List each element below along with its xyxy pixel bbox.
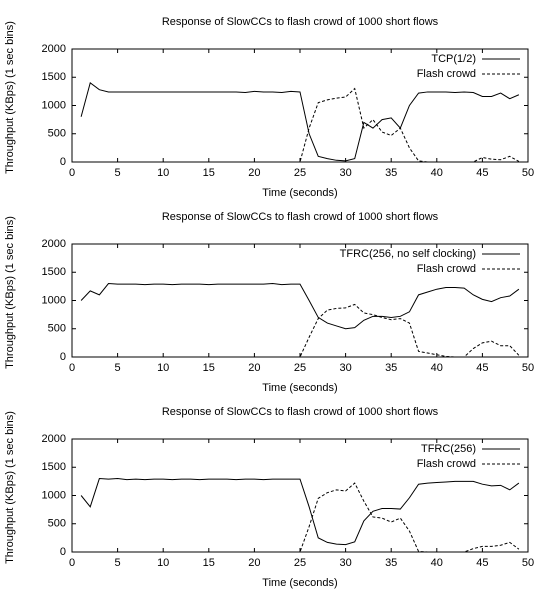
y-tick-label: 1000 <box>42 99 66 111</box>
x-tick-label: 0 <box>69 557 75 569</box>
series-line <box>80 283 520 330</box>
x-tick-label: 5 <box>115 167 121 179</box>
y-tick-label: 1000 <box>42 489 66 501</box>
x-tick-label: 20 <box>248 167 260 179</box>
legend-label: TFRC(256) <box>421 443 476 455</box>
chart-title: Response of SlowCCs to flash crowd of 10… <box>162 16 439 28</box>
y-tick-label: 0 <box>60 156 66 168</box>
chart-title: Response of SlowCCs to flash crowd of 10… <box>162 211 439 223</box>
y-tick-label: 500 <box>48 323 66 335</box>
series-line <box>80 478 520 546</box>
x-tick-label: 50 <box>522 557 534 569</box>
x-tick-label: 30 <box>339 557 351 569</box>
x-tick-label: 5 <box>115 557 121 569</box>
x-tick-label: 5 <box>115 362 121 374</box>
x-tick-label: 15 <box>203 167 215 179</box>
x-tick-label: 10 <box>157 362 169 374</box>
x-tick-label: 30 <box>339 362 351 374</box>
x-axis-label: Time (seconds) <box>262 577 337 589</box>
x-tick-label: 40 <box>431 362 443 374</box>
y-tick-label: 1500 <box>42 71 66 83</box>
y-axis-label: Throughput (KBps) (1 sec bins) <box>4 216 16 369</box>
plot-frame <box>71 48 529 163</box>
x-tick-label: 35 <box>385 167 397 179</box>
x-tick-label: 45 <box>476 362 488 374</box>
x-axis-label: Time (seconds) <box>262 187 337 199</box>
series-line <box>81 482 520 553</box>
y-axis-label: Throughput (KBps) (1 sec bins) <box>4 411 16 564</box>
legend-label: TCP(1/2) <box>431 53 476 65</box>
x-axis-label: Time (seconds) <box>262 382 337 394</box>
x-tick-label: 50 <box>522 362 534 374</box>
series-line <box>81 303 520 358</box>
y-tick-label: 1000 <box>42 294 66 306</box>
y-tick-label: 500 <box>48 518 66 530</box>
x-tick-label: 20 <box>248 557 260 569</box>
x-tick-label: 45 <box>476 557 488 569</box>
x-tick-label: 30 <box>339 167 351 179</box>
x-tick-label: 10 <box>157 557 169 569</box>
legend-label: Flash crowd <box>417 458 476 470</box>
y-tick-label: 0 <box>60 546 66 558</box>
x-tick-label: 20 <box>248 362 260 374</box>
x-tick-label: 15 <box>203 362 215 374</box>
y-tick-label: 1500 <box>42 461 66 473</box>
x-tick-label: 40 <box>431 557 443 569</box>
y-tick-label: 1500 <box>42 266 66 278</box>
plot-frame <box>71 243 529 358</box>
x-tick-label: 35 <box>385 557 397 569</box>
x-tick-label: 10 <box>157 167 169 179</box>
chart-title: Response of SlowCCs to flash crowd of 10… <box>162 406 439 418</box>
y-tick-label: 2000 <box>42 43 66 55</box>
series-line <box>80 82 520 162</box>
y-axis-label: Throughput (KBps) (1 sec bins) <box>4 21 16 174</box>
y-tick-label: 2000 <box>42 238 66 250</box>
x-tick-label: 15 <box>203 557 215 569</box>
x-tick-label: 0 <box>69 362 75 374</box>
x-tick-label: 40 <box>431 167 443 179</box>
x-tick-label: 0 <box>69 167 75 179</box>
x-tick-label: 25 <box>294 362 306 374</box>
x-tick-label: 25 <box>294 557 306 569</box>
y-tick-label: 0 <box>60 351 66 363</box>
series-line <box>81 87 520 163</box>
plot-frame <box>71 438 529 553</box>
y-tick-label: 2000 <box>42 433 66 445</box>
y-tick-label: 500 <box>48 128 66 140</box>
x-tick-label: 25 <box>294 167 306 179</box>
legend-label: Flash crowd <box>417 263 476 275</box>
legend-label: TFRC(256, no self clocking) <box>340 248 476 260</box>
legend-label: Flash crowd <box>417 68 476 80</box>
x-tick-label: 45 <box>476 167 488 179</box>
x-tick-label: 35 <box>385 362 397 374</box>
x-tick-label: 50 <box>522 167 534 179</box>
